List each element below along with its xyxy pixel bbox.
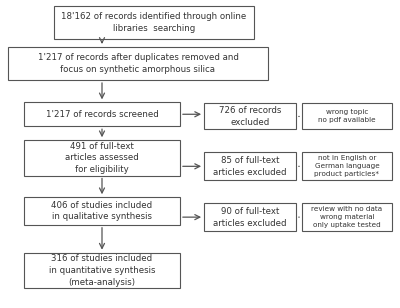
Text: 1'217 of records screened: 1'217 of records screened <box>46 110 158 119</box>
Text: wrong topic
no pdf available: wrong topic no pdf available <box>318 109 376 123</box>
Text: 85 of full-text
articles excluded: 85 of full-text articles excluded <box>213 156 287 177</box>
FancyBboxPatch shape <box>204 203 296 231</box>
Text: 90 of full-text
articles excluded: 90 of full-text articles excluded <box>213 207 287 228</box>
Text: not in English or
German language
product particles*: not in English or German language produc… <box>314 155 380 177</box>
FancyBboxPatch shape <box>302 103 392 129</box>
FancyBboxPatch shape <box>24 140 180 176</box>
FancyBboxPatch shape <box>302 152 392 180</box>
Text: 491 of full-text
articles assessed
for eligibility: 491 of full-text articles assessed for e… <box>65 142 139 174</box>
FancyBboxPatch shape <box>24 253 180 288</box>
FancyBboxPatch shape <box>8 47 268 80</box>
FancyBboxPatch shape <box>204 103 296 129</box>
FancyBboxPatch shape <box>24 102 180 126</box>
Text: 406 of studies included
in qualitative synthesis: 406 of studies included in qualitative s… <box>52 201 152 221</box>
Text: review with no data
wrong material
only uptake tested: review with no data wrong material only … <box>312 206 382 228</box>
FancyBboxPatch shape <box>24 197 180 225</box>
FancyBboxPatch shape <box>302 203 392 231</box>
Text: 1'217 of records after duplicates removed and
focus on synthetic amorphous silic: 1'217 of records after duplicates remove… <box>38 53 238 74</box>
Text: 18'162 of records identified through online
libraries  searching: 18'162 of records identified through onl… <box>61 12 247 33</box>
Text: 316 of studies included
in quantitative synthesis
(meta-analysis): 316 of studies included in quantitative … <box>49 254 155 286</box>
FancyBboxPatch shape <box>54 6 254 38</box>
FancyBboxPatch shape <box>204 152 296 180</box>
Text: 726 of records
excluded: 726 of records excluded <box>219 106 281 127</box>
